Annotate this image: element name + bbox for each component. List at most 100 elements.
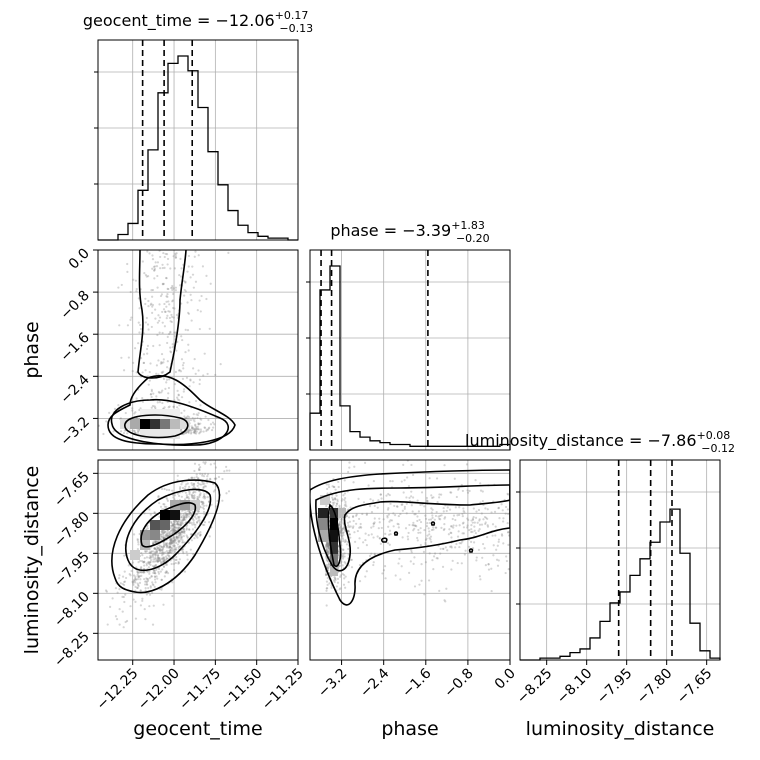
sample-point [332, 485, 335, 489]
sample-point [152, 344, 155, 348]
sample-point [106, 623, 109, 626]
sample-point [158, 551, 162, 555]
sample-point [473, 521, 476, 524]
sample-point [481, 490, 484, 493]
sample-point [400, 503, 403, 506]
sample-point [197, 423, 200, 426]
sample-point [152, 604, 155, 607]
sample-point [480, 523, 484, 526]
sample-point [162, 556, 165, 559]
sample-point [477, 529, 480, 532]
sample-point [141, 400, 145, 403]
sample-point [199, 533, 202, 536]
sample-point [355, 513, 358, 516]
sample-point [123, 580, 127, 583]
sample-point [431, 559, 434, 562]
sample-point [202, 507, 205, 510]
sample-point [174, 254, 177, 257]
sample-point [165, 317, 168, 320]
sample-point [422, 550, 426, 553]
sample-point [198, 467, 201, 470]
sample-point [157, 314, 160, 317]
sample-point [338, 506, 341, 509]
sample-point [460, 483, 463, 487]
sample-point [357, 497, 360, 500]
sample-point [178, 539, 181, 543]
sample-point [129, 574, 132, 577]
sample-point [199, 310, 202, 313]
sample-point [331, 501, 335, 504]
sample-point [326, 543, 329, 546]
sample-point [171, 530, 174, 534]
sample-point [434, 526, 437, 529]
sample-point [200, 294, 203, 298]
sample-point [161, 321, 164, 324]
sample-point [199, 472, 202, 475]
sample-point [164, 571, 167, 574]
sample-point [159, 362, 163, 365]
sample-point [201, 265, 205, 268]
sample-point [161, 266, 164, 270]
sample-point [332, 579, 336, 582]
sample-point [372, 479, 375, 483]
sample-point [141, 260, 144, 263]
sample-point [104, 589, 108, 592]
sample-point [160, 391, 163, 394]
sample-point [154, 548, 157, 551]
sample-point [145, 581, 148, 584]
sample-point [172, 530, 175, 533]
sample-point [349, 506, 352, 509]
sample-point [463, 553, 466, 556]
sample-point [182, 519, 185, 522]
sample-point [203, 485, 206, 488]
sample-point [134, 617, 138, 620]
sample-point [158, 316, 162, 319]
sample-point [145, 275, 148, 278]
sample-point [151, 553, 154, 556]
sample-point [157, 570, 160, 574]
sample-point [199, 500, 203, 503]
sample-point [162, 282, 165, 285]
sample-point [178, 399, 181, 402]
sample-point [187, 349, 190, 352]
sample-point [326, 542, 329, 545]
sample-point [388, 529, 392, 532]
sample-point [326, 542, 329, 546]
sample-point [157, 494, 160, 498]
sample-point [191, 495, 194, 498]
sample-point [158, 344, 161, 347]
sample-point [137, 429, 140, 433]
sample-point [416, 536, 419, 540]
sample-point [401, 503, 404, 506]
sample-point [471, 546, 475, 550]
sample-point [137, 297, 140, 300]
sample-point [213, 423, 216, 426]
sample-point [137, 561, 140, 564]
sample-point [507, 567, 510, 571]
sample-point [343, 552, 346, 555]
sample-point [169, 549, 172, 552]
sample-point [165, 496, 168, 499]
sample-point [152, 541, 155, 544]
sample-point [429, 518, 433, 521]
sample-point [483, 547, 486, 550]
sample-point [154, 540, 157, 543]
x-tick-label: −12.25 [94, 666, 142, 714]
sample-point [129, 290, 132, 294]
sample-point [171, 286, 174, 289]
sample-point [197, 422, 200, 425]
sample-point [149, 362, 152, 365]
sample-point [336, 500, 339, 503]
sample-point [188, 493, 191, 496]
sample-point [187, 497, 190, 500]
sample-point [158, 558, 161, 561]
sample-point [327, 548, 330, 552]
sample-point [186, 512, 189, 516]
sample-point [386, 514, 389, 517]
sample-point [174, 528, 177, 531]
sample-point [487, 563, 490, 566]
sample-point [153, 511, 156, 514]
sample-point [140, 574, 143, 577]
sample-point [170, 541, 173, 545]
sample-point [426, 521, 429, 525]
